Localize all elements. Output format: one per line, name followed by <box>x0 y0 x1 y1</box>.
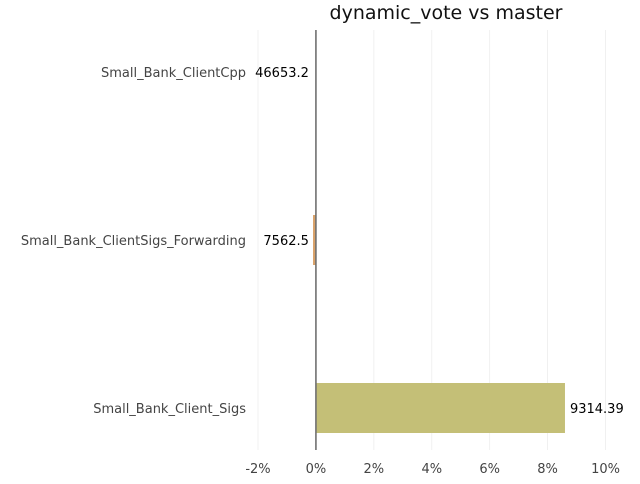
x-tick-label-3: 4% <box>421 462 442 477</box>
bar-2 <box>315 383 565 433</box>
x-tick-label-0: -2% <box>245 462 270 477</box>
x-tick-label-1: 0% <box>306 462 327 477</box>
category-label-1: Small_Bank_ClientSigs_Forwarding <box>21 234 246 249</box>
x-tick-label-5: 8% <box>537 462 558 477</box>
data-label-0: 46653.2 <box>255 66 309 81</box>
x-tick-label-6: 10% <box>591 462 620 477</box>
category-label-2: Small_Bank_Client_Sigs <box>93 402 246 417</box>
x-tick-label-2: 2% <box>364 462 385 477</box>
x-tick-label-4: 6% <box>479 462 500 477</box>
data-label-1: 7562.5 <box>263 234 309 249</box>
bar-1 <box>313 215 316 265</box>
chart-title: dynamic_vote vs master <box>329 2 563 24</box>
category-label-0: Small_Bank_ClientCpp <box>101 66 246 81</box>
data-label-2: 9314.39 <box>570 402 624 417</box>
